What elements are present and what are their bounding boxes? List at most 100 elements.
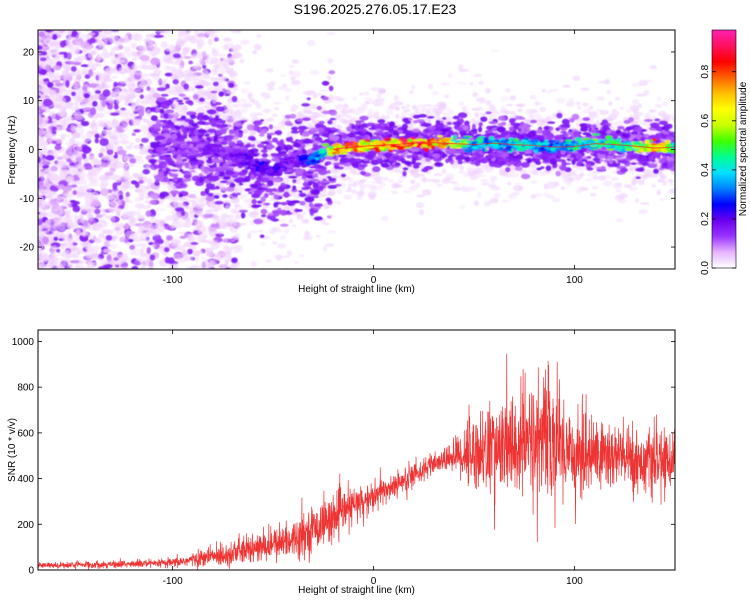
spectrogram-blob-2197 bbox=[44, 30, 47, 31]
spectrogram-blob-2190 bbox=[166, 204, 173, 209]
spectrogram-blob-373 bbox=[213, 24, 217, 27]
spectrogram-blob-2491 bbox=[52, 33, 58, 41]
spectrogram-blob-4734 bbox=[255, 103, 262, 109]
spectrogram-blob-3780 bbox=[533, 113, 542, 118]
spectrogram-blob-1889 bbox=[76, 191, 85, 198]
spectrogram-blob-4587 bbox=[240, 88, 249, 94]
spectrogram-blob-51 bbox=[179, 23, 185, 29]
spectrogram-blob-3809 bbox=[225, 204, 231, 210]
spectrogram-blob-1827 bbox=[150, 215, 156, 223]
spectrogram-blob-1936 bbox=[76, 274, 81, 279]
spectrogram-blob-3153 bbox=[577, 105, 582, 110]
spectrogram-blob-2019 bbox=[65, 234, 74, 242]
spectrogram-blob-1318 bbox=[112, 182, 118, 190]
spectrogram-blob-4206 bbox=[271, 113, 278, 118]
spectrogram-blob-4537 bbox=[408, 123, 414, 130]
spectrogram-blob-4266 bbox=[194, 204, 203, 210]
spectrogram-blob-2596 bbox=[51, 79, 61, 84]
spectrogram-blob-2513 bbox=[59, 133, 67, 137]
spectrogram-blob-3315 bbox=[473, 74, 482, 77]
spectrogram-blob-2447 bbox=[67, 223, 72, 230]
spectrogram-blob-2295 bbox=[155, 221, 163, 229]
spectrogram-blob-1742 bbox=[212, 49, 219, 57]
spectrogram-blob-754 bbox=[101, 229, 111, 234]
spectrogram-blob-2275 bbox=[189, 256, 194, 261]
spectrogram-blob-2044 bbox=[139, 258, 148, 266]
spectrogram-blob-2541 bbox=[185, 274, 195, 278]
spectrogram-blob-4675 bbox=[492, 111, 501, 117]
spectrogram-blob-2180 bbox=[58, 22, 67, 30]
spectrogram-blob-1846 bbox=[108, 139, 114, 143]
spectrogram-blob-4718 bbox=[420, 109, 428, 113]
spectrogram-blob-3786 bbox=[598, 80, 609, 84]
spectrogram-blob-4181 bbox=[489, 175, 498, 182]
spectrogram-blob-1978 bbox=[202, 234, 208, 239]
spectrogram-blob-2551 bbox=[55, 264, 65, 269]
spectrogram-blob-2349 bbox=[38, 100, 41, 107]
spectrogram-blob-4791 bbox=[644, 173, 650, 178]
spectrogram-blob-2498 bbox=[124, 111, 131, 119]
spectrogram-blob-1765 bbox=[141, 145, 148, 150]
spectrogram-blob-2274 bbox=[92, 223, 102, 232]
spectrogram-blob-1540 bbox=[88, 32, 96, 36]
spectrogram-blob-2413 bbox=[51, 140, 57, 144]
spectrogram-blob-2790 bbox=[267, 86, 275, 91]
spectrogram-blob-4640 bbox=[375, 97, 386, 102]
spectrogram-blob-4153 bbox=[432, 104, 438, 108]
spectrogram-blob-2267 bbox=[38, 218, 43, 226]
spectrogram-blob-702 bbox=[231, 77, 237, 82]
spectrogram-blob-2108 bbox=[189, 23, 196, 28]
spectrogram-blob-2451 bbox=[51, 48, 58, 55]
spectrogram-blob-2232 bbox=[45, 88, 53, 95]
spectrogram-blob-2980 bbox=[637, 179, 646, 186]
spectrogram-blob-2377 bbox=[98, 73, 105, 82]
spectrogram-blob-1523 bbox=[51, 271, 60, 274]
spectrogram-blob-4682 bbox=[639, 202, 650, 205]
spectrogram-blob-2254 bbox=[71, 169, 79, 173]
spectrogram-blob-4140 bbox=[527, 170, 536, 174]
spectrogram-blob-2106 bbox=[50, 59, 55, 67]
spectrogram-blob-3201 bbox=[204, 247, 214, 253]
spectrogram-blob-2924 bbox=[239, 58, 245, 64]
spectrogram-blob-4616 bbox=[539, 106, 546, 113]
spectrogram-blob-1503 bbox=[82, 146, 91, 154]
spectrogram-blob-2486 bbox=[86, 186, 93, 192]
spectrogram-blob-2479 bbox=[102, 89, 111, 97]
spectrogram-blob-191 bbox=[48, 23, 54, 29]
spectrogram-blob-2301 bbox=[130, 180, 138, 185]
spectrogram-blob-1821 bbox=[121, 215, 127, 221]
spectrogram-blob-3999 bbox=[358, 180, 364, 185]
spectrogram-blob-861 bbox=[52, 271, 57, 275]
spectrogram-blob-3187 bbox=[249, 230, 259, 234]
spectrogram-blob-358 bbox=[69, 137, 76, 144]
spectrogram-blob-2456 bbox=[194, 220, 203, 229]
spectrogram-blob-448 bbox=[96, 112, 105, 118]
spectrogram-blob-1774 bbox=[67, 20, 74, 26]
spectrogram-blob-1448 bbox=[57, 274, 61, 278]
spectrogram-blob-3900 bbox=[292, 71, 301, 78]
spectrogram-blob-1128 bbox=[77, 55, 88, 61]
spectrogram-blob-1570 bbox=[54, 23, 62, 26]
spectrogram-blob-2999 bbox=[331, 200, 341, 204]
spectrogram-blob-2107 bbox=[211, 253, 219, 258]
spectrogram-blob-1919 bbox=[152, 73, 160, 80]
spectrogram-blob-4285 bbox=[536, 122, 542, 128]
spectrogram-blob-2359 bbox=[38, 197, 45, 204]
spectrogram-blob-1567 bbox=[137, 224, 147, 230]
spectrogram-blob-4749 bbox=[373, 115, 381, 119]
spectrogram-blob-2306 bbox=[114, 175, 122, 183]
spectrogram-blob-3457 bbox=[363, 97, 374, 101]
spectrogram-blob-512 bbox=[131, 57, 138, 61]
spectrogram-blob-3837 bbox=[306, 235, 313, 240]
spectrogram-blob-1802 bbox=[99, 23, 105, 28]
spectrogram-blob-4253 bbox=[253, 43, 262, 51]
spectrogram-blob-724 bbox=[82, 67, 90, 72]
spectrogram-blob-4426 bbox=[296, 212, 302, 218]
spectrogram-blob-3541 bbox=[316, 234, 321, 238]
spectrogram-blob-1148 bbox=[123, 273, 132, 277]
spectrogram-blob-140 bbox=[44, 30, 46, 31]
spectrogram-blob-4301 bbox=[405, 104, 410, 108]
spectrogram-blob-4072 bbox=[638, 209, 648, 215]
spectrogram-blob-1491 bbox=[63, 193, 69, 198]
spectrogram-blob-2466 bbox=[49, 262, 55, 269]
